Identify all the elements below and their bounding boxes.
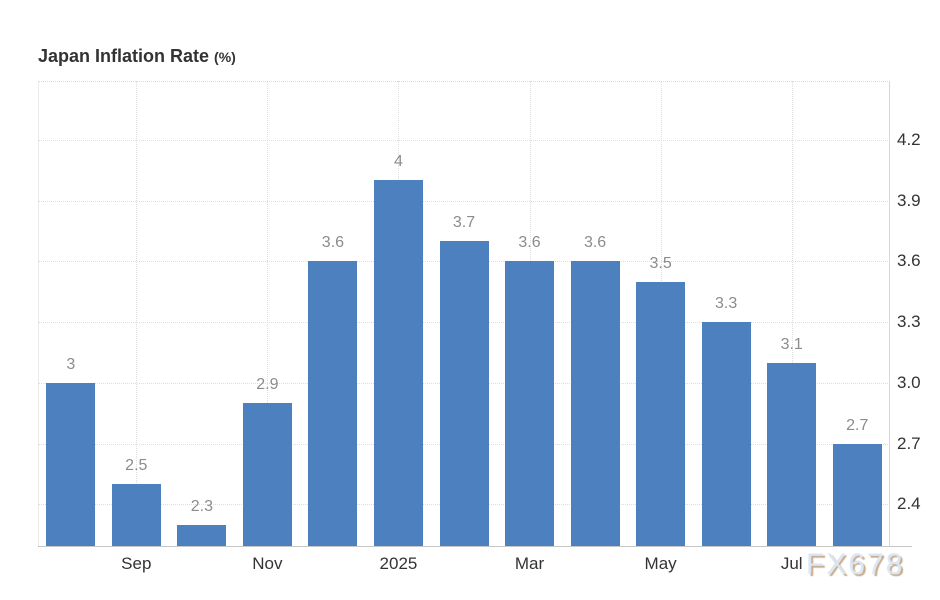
y-axis-tick-label: 2.7	[897, 433, 921, 453]
h-gridline	[38, 200, 890, 202]
x-axis-tick-label: 2025	[379, 554, 418, 573]
bar-value-label: 3.1	[780, 335, 803, 353]
bar-value-label: 3.6	[518, 234, 541, 252]
plot-area	[38, 81, 890, 547]
h-gridline	[38, 139, 890, 141]
bar[interactable]	[767, 362, 817, 546]
y-axis-tick-label: 3.9	[897, 190, 921, 210]
bar[interactable]	[505, 261, 555, 546]
bar-value-label: 2.5	[125, 457, 148, 475]
chart-title-text: Japan Inflation Rate	[38, 46, 210, 66]
chart-title-unit: (%)	[214, 49, 236, 65]
y-axis-tick-label: 3.0	[897, 372, 921, 392]
watermark-fx678: FX678	[806, 548, 905, 581]
bar[interactable]	[570, 261, 620, 546]
bar[interactable]	[308, 261, 358, 546]
bar-value-label: 3.5	[649, 254, 672, 272]
y-axis-tick-label: 3.3	[897, 312, 921, 332]
y-axis-tick-label: 2.4	[897, 494, 921, 514]
bar[interactable]	[46, 382, 96, 546]
x-axis-tick-label: Sep	[121, 554, 152, 573]
bar-value-label: 3	[66, 355, 76, 373]
bar-value-label: 2.3	[190, 497, 213, 515]
v-gridline	[136, 81, 138, 547]
x-axis-tick-label: Nov	[252, 554, 283, 573]
y-axis-tick-label: 4.2	[897, 129, 921, 149]
bar-value-label: 3.3	[715, 295, 738, 313]
bar[interactable]	[636, 281, 686, 546]
bar[interactable]	[701, 322, 751, 546]
x-axis-tick-label: May	[644, 554, 677, 573]
y-axis-tick-label: 3.6	[897, 251, 921, 271]
bar-value-label: 3.6	[583, 234, 607, 252]
bar[interactable]	[242, 403, 292, 546]
x-axis-tick-label: Mar	[514, 554, 545, 573]
bar-value-label: 3.7	[452, 214, 476, 232]
bar[interactable]	[111, 484, 161, 546]
bar-value-label: 3.6	[321, 234, 345, 252]
x-axis-line	[38, 546, 912, 547]
bar-value-label: 4	[394, 153, 403, 171]
bar-value-label: 2.9	[256, 376, 279, 394]
v-gridline	[791, 81, 793, 547]
x-axis-tick-label: Jul	[780, 554, 803, 573]
bar[interactable]	[177, 524, 227, 546]
bar[interactable]	[832, 443, 882, 546]
chart-title: Japan Inflation Rate (%)	[38, 46, 236, 67]
bar-value-label: 2.7	[846, 416, 869, 434]
bar[interactable]	[373, 180, 423, 546]
v-gridline	[267, 81, 269, 547]
bar[interactable]	[439, 241, 489, 546]
